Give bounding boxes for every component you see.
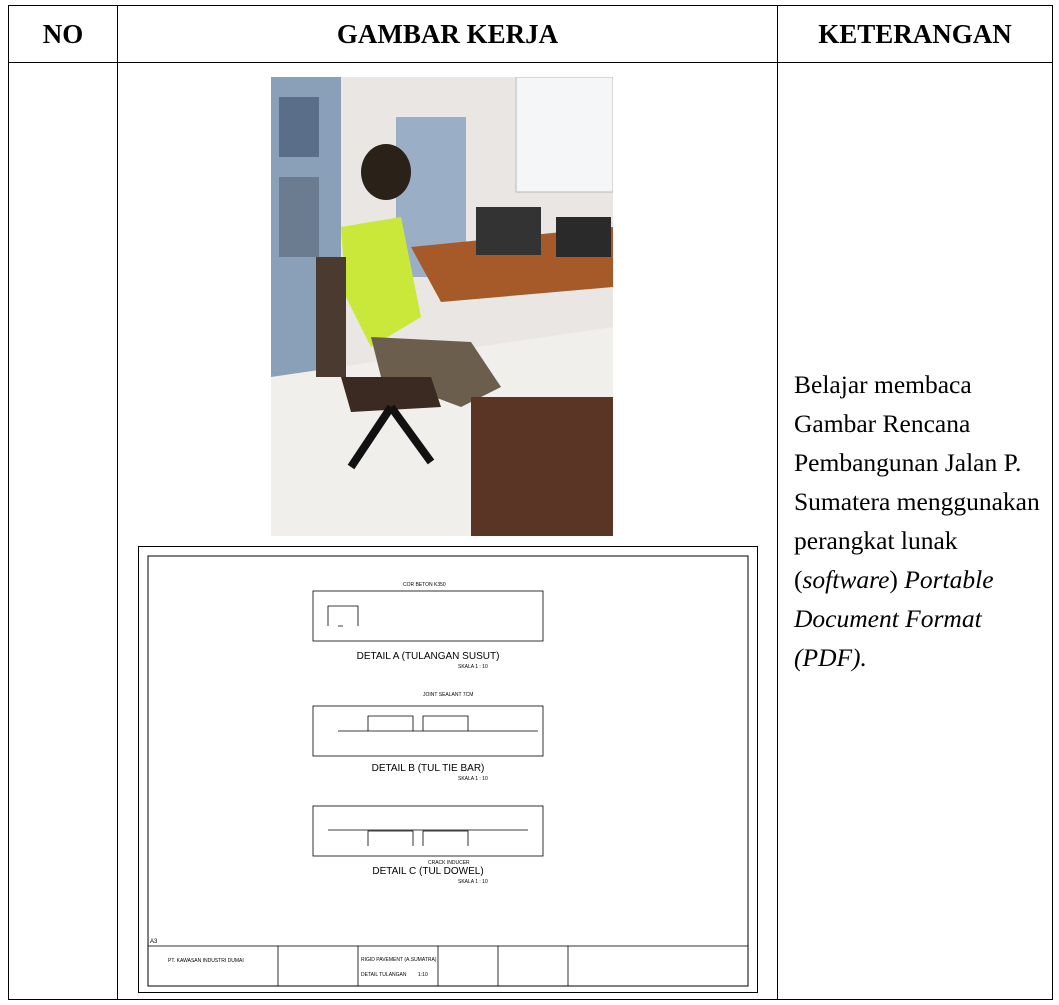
project: RIGID PAVEMENT (A.SUMATRA) bbox=[361, 957, 437, 963]
detail-title: DETAIL A (TULANGAN SUSUT) bbox=[357, 651, 500, 662]
drawing-note: JOINT SEALANT 7CM bbox=[423, 692, 473, 698]
header-row: NO GAMBAR KERJA KETERANGAN bbox=[8, 5, 1053, 63]
header-cell: NO bbox=[8, 5, 118, 63]
detail-title: DETAIL C (TUL DOWEL) bbox=[372, 866, 483, 877]
drawing-note: COR BETON K350 bbox=[403, 582, 446, 588]
description-cell: Belajar membaca Gambar Rencana Pembangun… bbox=[777, 62, 1053, 1000]
photo bbox=[271, 77, 613, 536]
no-cell bbox=[8, 62, 118, 1000]
drawing-note: CRACK INDUCER bbox=[428, 860, 470, 866]
detail-scale: SKALA 1 : 10 bbox=[458, 664, 488, 670]
company: PT. KAWASAN INDUSTRI DUMAI bbox=[168, 958, 244, 964]
description-text: ) bbox=[889, 565, 905, 594]
image-cell: DETAIL A (TULANGAN SUSUT) SKALA 1 : 10 C… bbox=[117, 62, 778, 1000]
technical-drawing: DETAIL A (TULANGAN SUSUT) SKALA 1 : 10 C… bbox=[138, 546, 758, 993]
body-row: DETAIL A (TULANGAN SUSUT) SKALA 1 : 10 C… bbox=[8, 62, 1053, 1000]
paper-size: A3 bbox=[150, 939, 158, 945]
sheet-scale: 1:10 bbox=[418, 972, 428, 978]
description-text: Belajar membaca Gambar Rencana Pembangun… bbox=[794, 370, 1047, 594]
header-cell: KETERANGAN bbox=[777, 5, 1053, 63]
header-cell: GAMBAR KERJA bbox=[117, 5, 778, 63]
detail-scale: SKALA 1 : 10 bbox=[458, 879, 488, 885]
description-text: software bbox=[802, 565, 890, 594]
description-text: Portable Document Format (PDF). bbox=[794, 565, 1000, 672]
detail-title: DETAIL B (TUL TIE BAR) bbox=[372, 763, 485, 774]
work-table: NO GAMBAR KERJA KETERANGAN DETAIL A (TUL… bbox=[8, 5, 1053, 1000]
sheet-title: DETAIL TULANGAN bbox=[361, 972, 407, 978]
detail-scale: SKALA 1 : 10 bbox=[458, 776, 488, 782]
